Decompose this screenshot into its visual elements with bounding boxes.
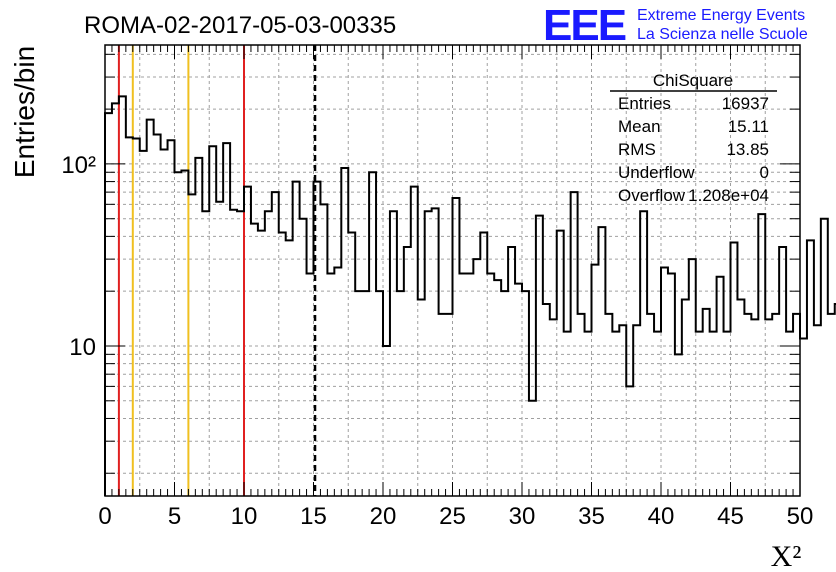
stats-value: 1.208e+04 <box>688 186 769 205</box>
grid <box>105 45 800 496</box>
logo-line-2: La Scienza nelle Scuole <box>637 26 808 43</box>
stats-label: Underflow <box>618 163 695 182</box>
x-tick-label: 25 <box>439 503 466 530</box>
stats-title: ChiSquare <box>653 71 733 90</box>
plot-frame <box>104 44 801 497</box>
logo-line-1: Extreme Energy Events <box>637 7 805 24</box>
x-tick-label: 40 <box>648 503 675 530</box>
x-tick-label: 20 <box>370 503 397 530</box>
histogram <box>104 95 836 496</box>
stats-label: Overflow <box>618 186 686 205</box>
stats-label: Mean <box>618 117 661 136</box>
x-tick-label: 15 <box>300 503 327 530</box>
histogram-outline <box>104 95 836 496</box>
tick-labels: 0 5 10 15 20 25 30 35 40 45 50 10 10² <box>61 152 813 530</box>
stats-label: RMS <box>618 140 656 159</box>
x-tick-label: 30 <box>509 503 536 530</box>
x-tick-label: 0 <box>98 503 111 530</box>
stats-box: ChiSquare Entries 16937 Mean 15.11 RMS 13.85 U… <box>610 71 777 205</box>
y-axis-label: Entries/bin <box>9 46 40 178</box>
marker-lines <box>117 45 317 496</box>
x-tick-label: 45 <box>717 503 744 530</box>
stats-value: 0 <box>760 163 769 182</box>
x-tick-label: 10 <box>231 503 258 530</box>
y-tick-label: 10² <box>61 152 96 179</box>
stats-label: Entries <box>618 94 671 113</box>
x-tick-label: 50 <box>787 503 814 530</box>
run-title: ROMA-02-2017-05-03-00335 <box>84 12 396 39</box>
y-tick-label: 10 <box>69 334 96 361</box>
x-tick-label: 35 <box>578 503 605 530</box>
stats-value: 16937 <box>722 94 769 113</box>
eee-logo: EEE <box>543 1 626 50</box>
x-axis-label: X² <box>771 540 802 572</box>
stats-value: 15.11 <box>728 117 769 136</box>
axis-ticks <box>104 45 801 496</box>
x-tick-label: 5 <box>168 503 181 530</box>
stats-value: 13.85 <box>726 140 769 159</box>
